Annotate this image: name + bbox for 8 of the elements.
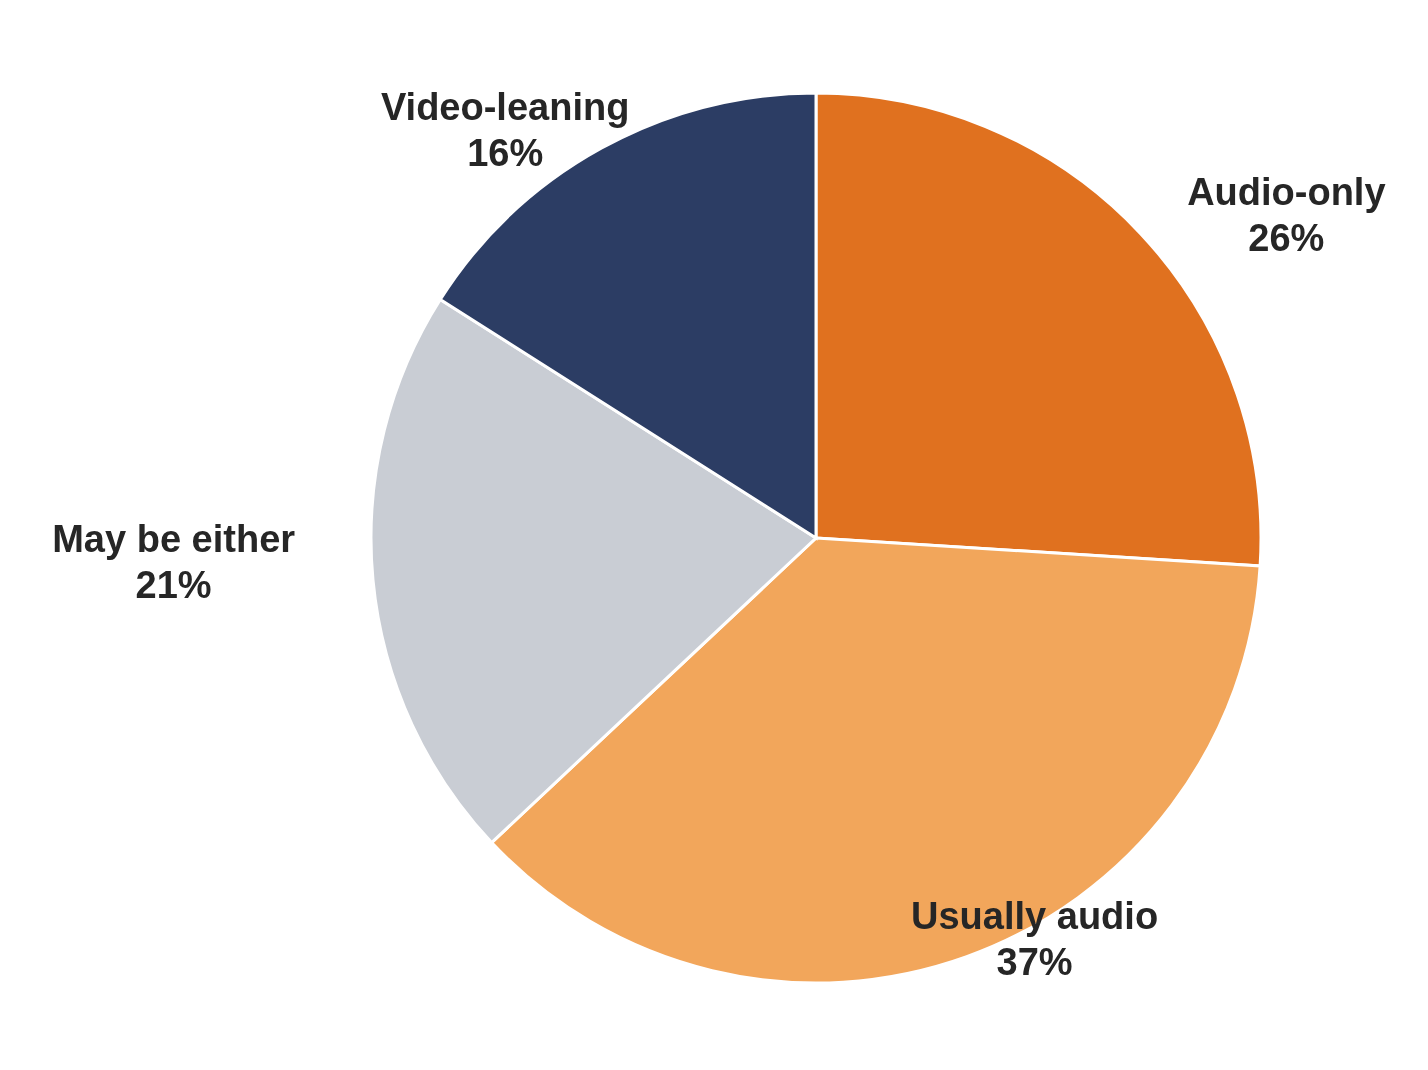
data-label: 26% [1248, 217, 1325, 260]
slice-label: May be either [52, 517, 296, 560]
slice-label: Audio-only [1187, 171, 1386, 214]
slice-label: Usually audio [911, 894, 1159, 937]
data-label: 16% [467, 132, 544, 175]
slice-label: Video-leaning [380, 86, 630, 129]
data-label: 37% [996, 940, 1073, 983]
data-label: 21% [135, 563, 212, 606]
